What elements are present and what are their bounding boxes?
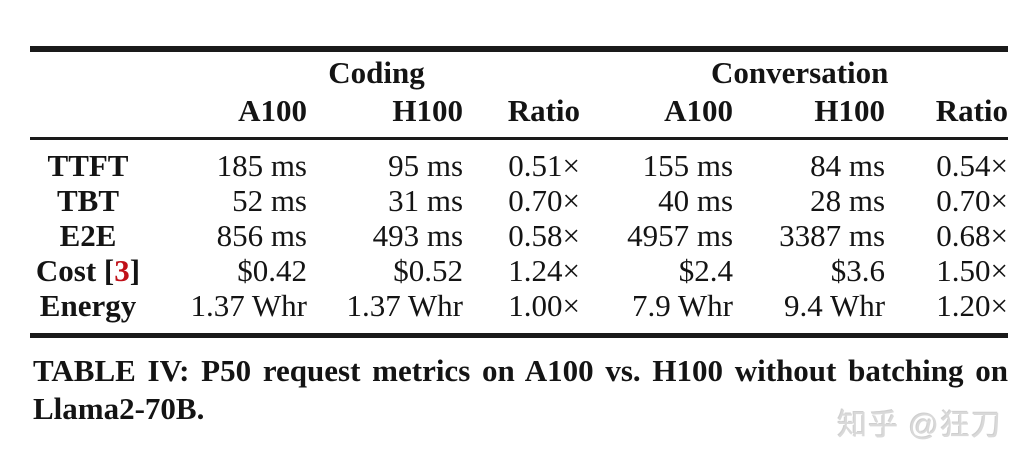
cell-energy-conversation-a100: 7.9 Whr	[631, 288, 734, 323]
zhihu-watermark: 知乎 @狂刀	[837, 409, 1002, 442]
cell-tbt-coding-ratio: 0.70×	[508, 183, 581, 218]
column-header-spacer	[30, 93, 160, 140]
citation-link[interactable]: 3	[114, 253, 130, 288]
cell-tbt-conversation-a100: 40 ms	[658, 183, 734, 218]
table-row-tbt: TBT 52 ms 31 ms 0.70× 40 ms 28 ms 0.70×	[30, 183, 1008, 218]
cell-energy-coding-ratio: 1.00×	[508, 288, 581, 323]
cell-ttft-conversation-h100: 84 ms	[810, 148, 886, 183]
group-header-row: Coding Conversation	[30, 49, 1008, 93]
cell-energy-coding-a100: 1.37 Whr	[190, 288, 307, 323]
cell-e2e-coding-h100: 493 ms	[372, 218, 464, 253]
cell-ttft-coding-ratio: 0.51×	[508, 148, 581, 183]
group-header-spacer	[885, 49, 1008, 93]
row-label-tbt: TBT	[30, 183, 160, 218]
cell-ttft-conversation-a100: 155 ms	[642, 148, 734, 183]
cell-energy-coding-h100: 1.37 Whr	[346, 288, 464, 323]
row-label-text: Cost [	[35, 253, 115, 288]
cell-tbt-coding-h100: 31 ms	[388, 183, 464, 218]
cell-tbt-conversation-h100: 28 ms	[810, 183, 886, 218]
cell-cost-coding-a100: $0.42	[237, 253, 307, 288]
cell-cost-conversation-ratio: 1.50×	[936, 253, 1009, 288]
col-header-conversation-a100: A100	[580, 93, 734, 140]
row-label-text: TTFT	[47, 148, 129, 183]
table-row-cost: Cost [3] $0.42 $0.52 1.24× $2.4 $3.6 1.5…	[30, 253, 1008, 288]
cell-energy-conversation-ratio: 1.20×	[936, 288, 1009, 323]
cell-e2e-coding-ratio: 0.58×	[508, 218, 581, 253]
col-header-coding-h100: H100	[307, 93, 464, 140]
row-label-suffix: ]	[129, 253, 141, 288]
group-header-coding: Coding	[328, 55, 425, 90]
row-label-text: Energy	[39, 288, 137, 323]
table-caption-line1: TABLE IV: P50 request metrics on A100 vs…	[33, 353, 1008, 388]
group-header-conversation: Conversation	[711, 55, 889, 90]
table-row-energy: Energy 1.37 Whr 1.37 Whr 1.00× 7.9 Whr 9…	[30, 288, 1008, 336]
cell-e2e-coding-a100: 856 ms	[216, 218, 307, 253]
table-caption-line2: Llama2-70B.	[33, 391, 205, 426]
col-header-conversation-h100: H100	[733, 93, 886, 140]
row-label-text: E2E	[59, 218, 117, 253]
cell-cost-coding-h100: $0.52	[393, 253, 464, 288]
row-label-ttft: TTFT	[30, 139, 160, 183]
cell-ttft-conversation-ratio: 0.54×	[936, 148, 1009, 183]
row-label-cost: Cost [3]	[30, 253, 160, 288]
cell-ttft-coding-a100: 185 ms	[216, 148, 307, 183]
cell-cost-conversation-a100: $2.4	[678, 253, 734, 288]
cell-e2e-conversation-a100: 4957 ms	[627, 218, 734, 253]
cell-e2e-conversation-h100: 3387 ms	[779, 218, 886, 253]
table-caption: TABLE IV: P50 request metrics on A100 vs…	[33, 352, 1008, 428]
cell-tbt-coding-a100: 52 ms	[232, 183, 307, 218]
metrics-table: Coding Conversation A100 H100 Ratio A100…	[30, 46, 1009, 338]
col-header-conversation-ratio: Ratio	[885, 93, 1009, 140]
cell-tbt-conversation-ratio: 0.70×	[936, 183, 1009, 218]
cell-cost-coding-ratio: 1.24×	[508, 253, 581, 288]
group-header-spacer	[30, 49, 160, 93]
cell-energy-conversation-h100: 9.4 Whr	[784, 288, 886, 323]
cell-ttft-coding-h100: 95 ms	[388, 148, 464, 183]
col-header-coding-a100: A100	[160, 93, 307, 140]
column-header-row: A100 H100 Ratio A100 H100 Ratio	[30, 93, 1009, 140]
table-row-e2e: E2E 856 ms 493 ms 0.58× 4957 ms 3387 ms …	[30, 218, 1008, 253]
table-row-ttft: TTFT 185 ms 95 ms 0.51× 155 ms 84 ms 0.5…	[30, 139, 1009, 183]
metrics-table-grid: Coding Conversation A100 H100 Ratio A100…	[30, 46, 1009, 338]
col-header-coding-ratio: Ratio	[463, 93, 581, 140]
cell-e2e-conversation-ratio: 0.68×	[936, 218, 1009, 253]
row-label-text: TBT	[56, 183, 120, 218]
cell-cost-conversation-h100: $3.6	[830, 253, 886, 288]
row-label-e2e: E2E	[30, 218, 160, 253]
row-label-energy: Energy	[30, 288, 160, 336]
group-header-spacer	[463, 49, 580, 93]
